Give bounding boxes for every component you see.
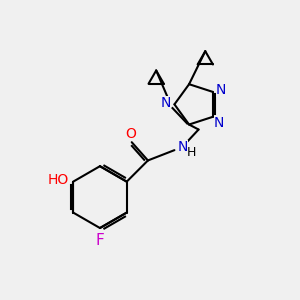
Text: N: N [214, 116, 224, 130]
Text: N: N [178, 140, 188, 154]
Text: F: F [96, 233, 104, 248]
Text: HO: HO [47, 173, 68, 187]
Text: O: O [125, 127, 136, 141]
Text: H: H [187, 146, 196, 159]
Text: N: N [216, 83, 226, 98]
Text: N: N [161, 96, 171, 110]
